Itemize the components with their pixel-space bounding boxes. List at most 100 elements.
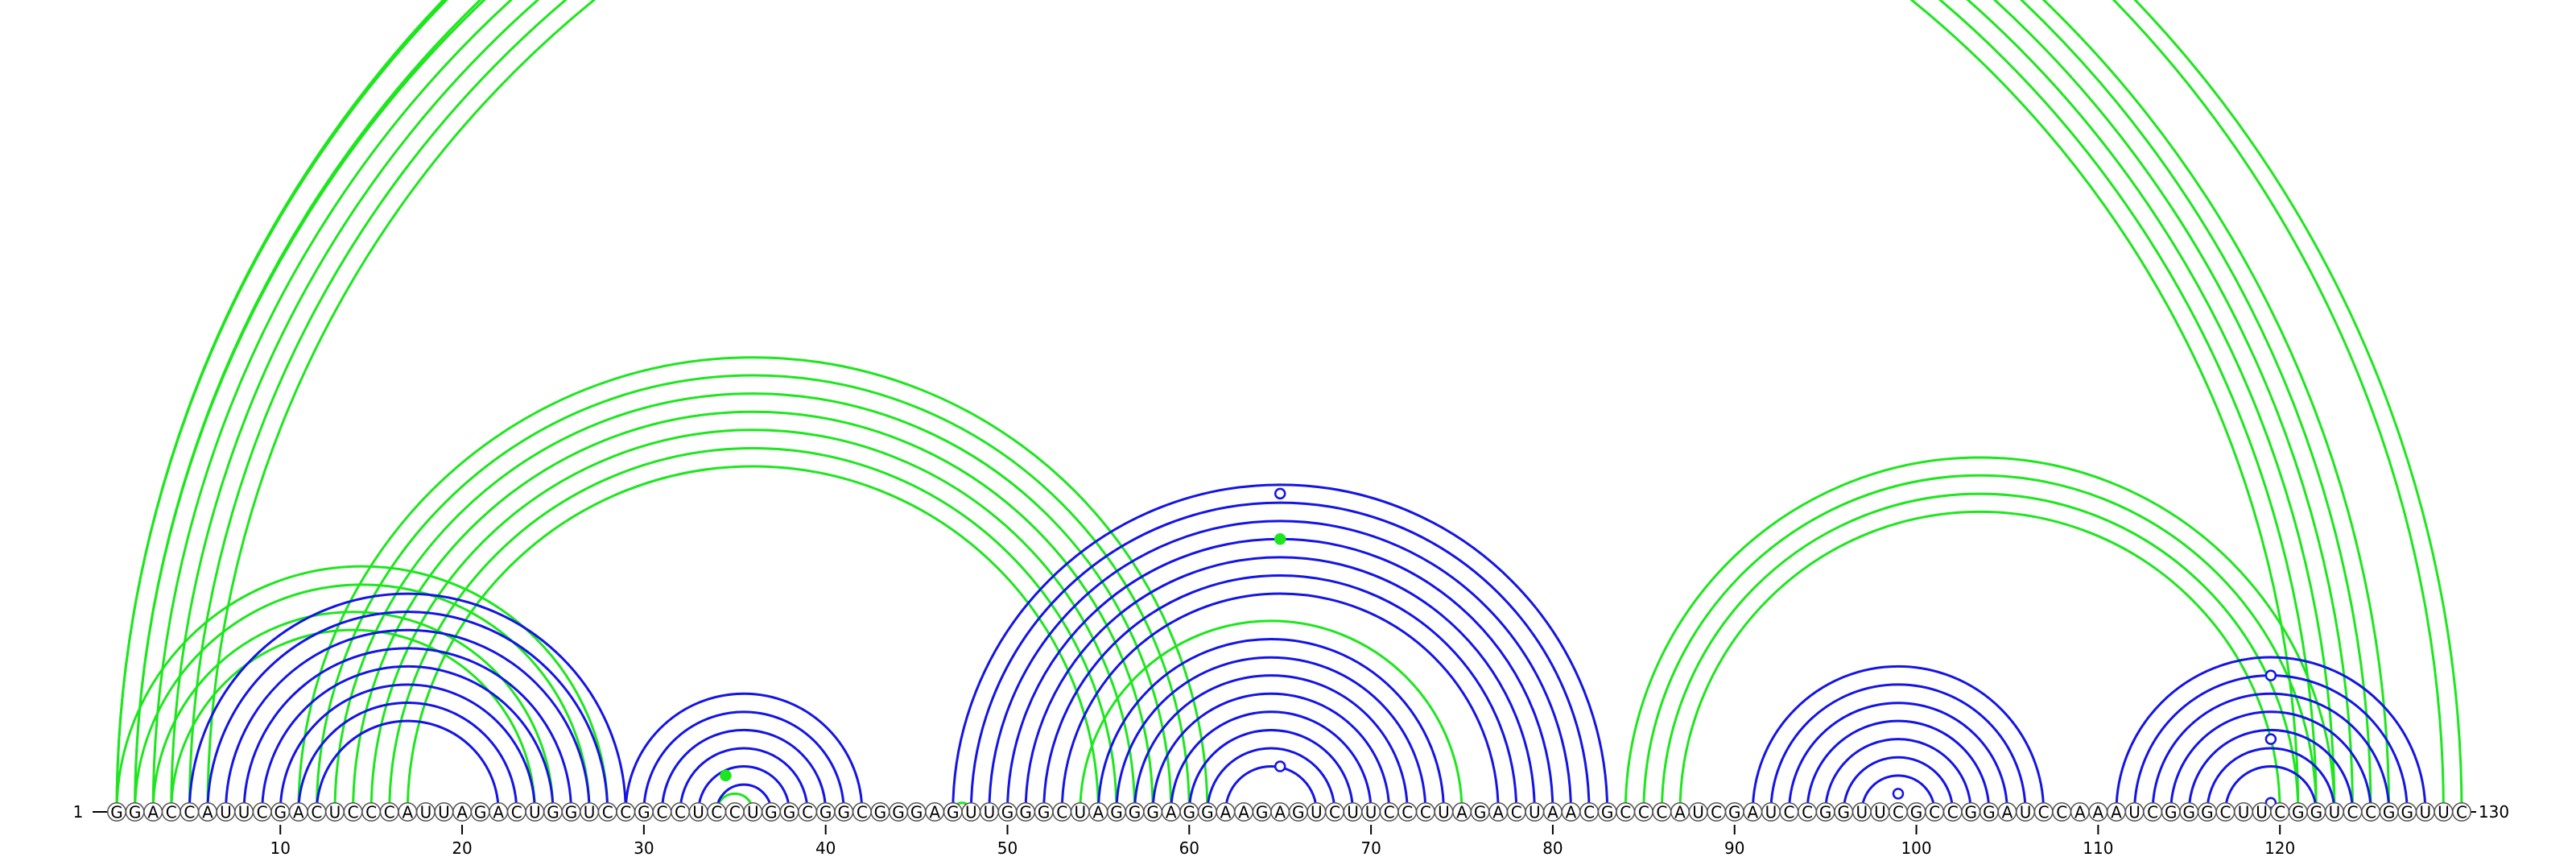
base-pair-arc-blue xyxy=(952,483,1609,813)
base-pair-arc-blue xyxy=(1224,765,1318,813)
base-pair-arc-green xyxy=(388,446,1118,813)
base-pair-arc-blue xyxy=(1824,738,1972,813)
nucleotide-letter: G xyxy=(1129,803,1141,822)
nucleotide-letter: C xyxy=(348,803,359,822)
base-pair-arc-green xyxy=(406,465,1100,813)
nucleotide-letter: A xyxy=(202,803,213,822)
base-pair-arc-blue xyxy=(279,683,536,813)
base-pair-arc-blue xyxy=(715,783,773,813)
base-pair-arc-blue xyxy=(2115,656,2427,813)
nucleotide-letter: U xyxy=(1347,803,1359,822)
nucleotide-letter: A xyxy=(1220,803,1232,822)
nucleotide-letter: G xyxy=(1474,803,1487,822)
base-pair-arc-green xyxy=(135,0,2389,812)
arc-node-marker xyxy=(720,769,732,782)
nucleotide-letter: G xyxy=(1256,803,1269,822)
nucleotide-letter: G xyxy=(2401,803,2414,822)
nucleotide-letter: G xyxy=(1819,803,1832,822)
nucleotide-letter: C xyxy=(311,803,322,822)
nucleotide-letter: G xyxy=(474,803,487,822)
nucleotide-letter: A xyxy=(1747,803,1758,822)
nucleotide-letter: G xyxy=(1110,803,1123,822)
nucleotide-letter: G xyxy=(2310,803,2323,822)
base-pair-arc-blue xyxy=(1806,720,1991,813)
nucleotide-letter: C xyxy=(1638,803,1649,822)
axis-tick-label: 20 xyxy=(452,838,472,857)
nucleotide-letter: U xyxy=(529,803,541,822)
nucleotide-letter: C xyxy=(1893,803,1904,822)
axis-tick-label: 110 xyxy=(2083,838,2113,857)
base-pair-arc-blue xyxy=(315,719,500,813)
axis-tick-label: 60 xyxy=(1179,838,1199,857)
nucleotide-letter: A xyxy=(293,803,304,822)
nucleotide-letter: C xyxy=(729,803,741,822)
base-pair-arc-green xyxy=(206,0,2300,813)
axis-tick-label: 10 xyxy=(270,838,291,857)
base-pair-arc-blue xyxy=(1860,774,1936,813)
nucleotide-letter: A xyxy=(1456,803,1468,822)
axis-tick-label: 80 xyxy=(1542,838,1563,857)
base-pair-arc-blue xyxy=(1060,592,1500,813)
nucleotide-letter: C xyxy=(1947,803,1959,822)
nucleotide-letter: C xyxy=(602,803,613,822)
nucleotide-letter: A xyxy=(1274,803,1286,822)
base-pair-arc-green xyxy=(1079,619,1463,813)
base-pair-arc-blue xyxy=(297,702,518,813)
nucleotide-letter: C xyxy=(166,803,177,822)
nucleotide-letter: C xyxy=(1656,803,1667,822)
axis-tick-label: 30 xyxy=(634,838,654,857)
nucleotide-letter: C xyxy=(2219,803,2231,822)
nucleotide-letter: U xyxy=(1529,803,1541,822)
nucleotide-letter: C xyxy=(2147,803,2158,822)
nucleotide-letter: C xyxy=(1711,803,1722,822)
axis-tick-label: 120 xyxy=(2264,838,2295,857)
base-pair-arc-blue xyxy=(1751,665,2046,813)
nucleotide-letter: G xyxy=(892,803,905,822)
nucleotide-letter: U xyxy=(220,803,232,822)
base-pair-arc-green xyxy=(135,0,2372,812)
nucleotide-letter: A xyxy=(1093,803,1104,822)
base-pair-arc-blue xyxy=(2223,765,2318,813)
nucleotide-letter: A xyxy=(2002,803,2013,822)
base-pair-arc-green xyxy=(115,0,2445,813)
axis-tick-label: 40 xyxy=(815,838,836,857)
nucleotide-letter: G xyxy=(1183,803,1196,822)
nucleotide-letter: U xyxy=(2438,803,2450,822)
nucleotide-letter: U xyxy=(2238,803,2250,822)
nucleotide-letter: C xyxy=(2056,803,2067,822)
nucleotide-letter: U xyxy=(965,803,977,822)
nucleotide-letter: G xyxy=(783,803,796,822)
nucleotide-letter: G xyxy=(1728,803,1741,822)
end-index-label: 130 xyxy=(2479,802,2509,822)
nucleotide-letter: A xyxy=(2093,803,2104,822)
base-pair-arc-green xyxy=(1644,475,2317,812)
nucleotide-letter: G xyxy=(874,803,887,822)
base-pair-arc-green xyxy=(352,410,1154,813)
nucleotide-letter: U xyxy=(2128,803,2140,822)
arc-node-marker xyxy=(1274,533,1286,545)
nucleotide-letter: G xyxy=(2201,803,2214,822)
nucleotide-letter: U xyxy=(1692,803,1704,822)
nucleotide-letter: C xyxy=(1929,803,1940,822)
base-pair-arc-green xyxy=(188,0,2318,813)
nucleotide-letter: A xyxy=(1166,803,1177,822)
nucleotide-letter: C xyxy=(1784,803,1795,822)
base-pair-arc-blue xyxy=(2169,711,2372,813)
base-pair-arc-blue xyxy=(697,765,791,813)
base-pair-arc-blue xyxy=(2206,747,2336,813)
base-pair-arc-blue xyxy=(261,664,555,813)
base-pair-arc-blue xyxy=(2187,729,2355,813)
axis-layer: 10 20 30 40 50 60 70 80 90 100 110 120 xyxy=(270,825,2295,857)
base-pair-arc-blue xyxy=(1024,556,1536,813)
nucleotide-letter: A xyxy=(2111,803,2122,822)
nucleotide-circle xyxy=(2452,802,2471,822)
base-pair-arc-blue xyxy=(1115,656,1427,813)
base-pair-arc-blue xyxy=(1787,702,2008,813)
base-pair-arc-green xyxy=(151,0,2355,813)
nucleotide-letter: U xyxy=(438,803,450,822)
nucleotide-letter: C xyxy=(1420,803,1431,822)
base-pair-arc-green xyxy=(1678,510,2281,813)
base-pair-arc-green xyxy=(151,611,555,813)
base-pair-arc-blue xyxy=(1151,692,1391,813)
